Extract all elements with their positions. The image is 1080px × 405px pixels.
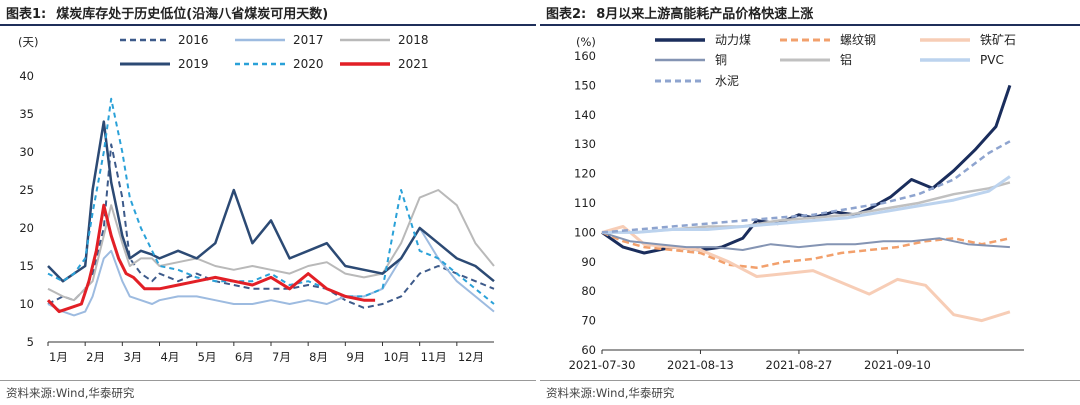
x-tick-label: 8月 xyxy=(309,350,328,364)
legend-label: 螺纹钢 xyxy=(840,33,876,47)
chart-panel-commodity-prices: 图表2: 8月以来上游高能耗产品价格快速上涨 (%) 60 70 80 90 100 110… xyxy=(540,0,1080,405)
figure-label: 图表2: xyxy=(546,6,587,22)
x-tick-label: 7月 xyxy=(272,350,291,364)
title-divider xyxy=(540,24,1080,26)
x-tick-label: 6月 xyxy=(235,350,254,364)
y-tick-label: 20 xyxy=(19,221,34,235)
y-tick-label: 100 xyxy=(574,225,596,239)
y-tick-label: 160 xyxy=(574,49,596,63)
legend-label: 铜 xyxy=(715,52,727,67)
chart-title: 8月以来上游高能耗产品价格快速上涨 xyxy=(596,6,814,22)
chart-panel-coal-inventory: 图表1: 煤炭库存处于历史低位(沿海八省煤炭可用天数) (天) 5 10 15 20 25… xyxy=(0,0,536,405)
series-line-铝 xyxy=(602,181,1011,234)
source-note: 资料来源:Wind,华泰研究 xyxy=(546,386,675,400)
y-tick-label: 5 xyxy=(27,335,34,349)
x-tick-label: 2月 xyxy=(86,350,105,364)
series-line-铜 xyxy=(601,231,1010,251)
legend-label: 动力煤 xyxy=(715,33,751,47)
series-line-螺纹钢 xyxy=(601,231,1011,269)
y-tick-label: 35 xyxy=(19,107,34,121)
x-tick-label: 1月 xyxy=(49,350,68,364)
x-tick-label: 2021-09-10 xyxy=(864,358,931,372)
x-tick-label: 9月 xyxy=(346,350,365,364)
y-tick-label: 30 xyxy=(19,145,34,159)
y-tick-label: 60 xyxy=(581,343,596,357)
chart-title-row: 图表1: 煤炭库存处于历史低位(沿海八省煤炭可用天数) xyxy=(0,0,536,24)
y-tick-label: 140 xyxy=(574,108,596,122)
chart-title-row: 图表2: 8月以来上游高能耗产品价格快速上涨 xyxy=(540,0,1080,24)
line-chart-price-index: (%) 60 70 80 90 100 110 120 130 140 150 160 2021-07-… xyxy=(569,33,1024,372)
series-line-2021 xyxy=(46,203,376,314)
legend-label: 铝 xyxy=(840,52,852,67)
y-tick-label: 130 xyxy=(574,137,596,151)
y-tick-label: 90 xyxy=(581,255,596,269)
x-tick-label: 10月 xyxy=(384,350,410,364)
x-tick-label: 3月 xyxy=(123,350,142,364)
title-divider xyxy=(0,24,536,26)
series-line-2017 xyxy=(47,227,495,317)
source-divider xyxy=(0,380,536,381)
legend-label: 2021 xyxy=(398,57,429,71)
y-tick-label: 10 xyxy=(19,297,34,311)
x-tick-label: 2021-08-13 xyxy=(667,358,734,372)
x-tick-label: 2021-08-27 xyxy=(766,358,833,372)
series-line-水泥 xyxy=(601,140,1011,234)
x-tick-label: 12月 xyxy=(458,350,484,364)
series-line-2016 xyxy=(47,143,495,309)
y-axis-unit: (天) xyxy=(18,35,38,49)
series-line-2019 xyxy=(47,120,495,283)
legend-label: PVC xyxy=(980,53,1004,67)
series-line-PVC xyxy=(602,175,1011,234)
y-tick-label: 15 xyxy=(19,259,34,273)
figure-label: 图表1: xyxy=(6,6,47,22)
series-line-铁矿石 xyxy=(601,225,1011,323)
y-tick-label: 120 xyxy=(574,167,596,181)
source-divider xyxy=(540,380,1080,381)
legend-label: 2019 xyxy=(178,57,209,71)
legend-label: 2016 xyxy=(178,33,209,47)
line-chart-coal-days: (天) 5 10 15 20 25 30 35 40 1月 2月 3月 4月 5月 6月 7月 8月 9月 10月 1… xyxy=(18,33,495,364)
legend-label: 2018 xyxy=(398,33,429,47)
y-tick-label: 80 xyxy=(581,284,596,298)
y-tick-label: 40 xyxy=(19,69,34,83)
chart-title: 煤炭库存处于历史低位(沿海八省煤炭可用天数) xyxy=(56,6,329,22)
source-note: 资料来源:Wind,华泰研究 xyxy=(6,386,135,400)
legend-label: 2020 xyxy=(293,57,324,71)
y-axis-unit: (%) xyxy=(576,35,596,49)
y-tick-label: 150 xyxy=(574,78,596,92)
y-tick-label: 70 xyxy=(581,314,596,328)
legend-label: 铁矿石 xyxy=(980,33,1016,47)
x-tick-label: 2021-07-30 xyxy=(569,358,636,372)
series-line-2018 xyxy=(47,189,495,302)
series-line-2020 xyxy=(47,97,495,305)
x-tick-label: 5月 xyxy=(198,350,217,364)
legend-label: 水泥 xyxy=(715,74,739,88)
legend-label: 2017 xyxy=(293,33,324,47)
y-tick-label: 25 xyxy=(19,183,34,197)
y-tick-label: 110 xyxy=(574,196,596,210)
x-tick-label: 11月 xyxy=(421,350,447,364)
x-tick-label: 4月 xyxy=(161,350,180,364)
